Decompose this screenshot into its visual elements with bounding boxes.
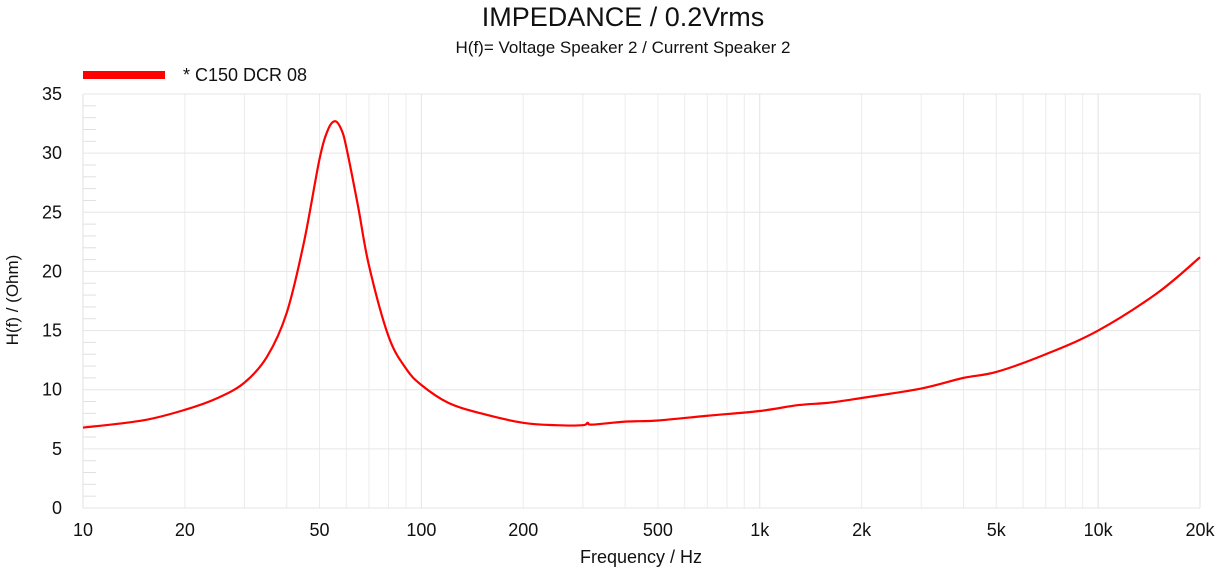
x-tick-label: 50: [310, 520, 330, 540]
x-tick-label: 2k: [852, 520, 872, 540]
y-tick-label: 35: [42, 84, 62, 104]
y-tick-label: 0: [52, 498, 62, 518]
x-tick-label: 200: [508, 520, 538, 540]
x-tick-label: 100: [406, 520, 436, 540]
y-tick-labels: 0 5 10 15 20 25 30 35: [42, 84, 62, 518]
x-tick-label: 10k: [1084, 520, 1114, 540]
y-tick-label: 25: [42, 202, 62, 222]
x-tick-label: 5k: [987, 520, 1007, 540]
chart-title: IMPEDANCE / 0.2Vrms: [482, 2, 765, 32]
y-tick-label: 10: [42, 380, 62, 400]
y-tick-label: 30: [42, 143, 62, 163]
y-axis-label: H(f) / (Ohm): [3, 255, 22, 346]
x-tick-label: 20: [175, 520, 195, 540]
legend-label: * C150 DCR 08: [183, 65, 307, 85]
series-line: [82, 120, 1201, 429]
legend-swatch: [83, 71, 165, 79]
x-tick-label: 500: [643, 520, 673, 540]
y-tick-label: 20: [42, 261, 62, 281]
x-tick-label: 1k: [750, 520, 770, 540]
x-axis-label: Frequency / Hz: [580, 547, 702, 567]
grid: [82, 93, 1201, 509]
x-tick-labels: 10 20 50 100 200 500 1k 2k 5k 10k 20k: [73, 520, 1216, 540]
chart-subtitle: H(f)= Voltage Speaker 2 / Current Speake…: [456, 38, 791, 57]
y-tick-label: 5: [52, 439, 62, 459]
y-tick-label: 15: [42, 321, 62, 341]
y-minor-ticks: [83, 105, 96, 497]
series-layer: [82, 120, 1201, 429]
x-tick-label: 10: [73, 520, 93, 540]
x-tick-label: 20k: [1185, 520, 1215, 540]
